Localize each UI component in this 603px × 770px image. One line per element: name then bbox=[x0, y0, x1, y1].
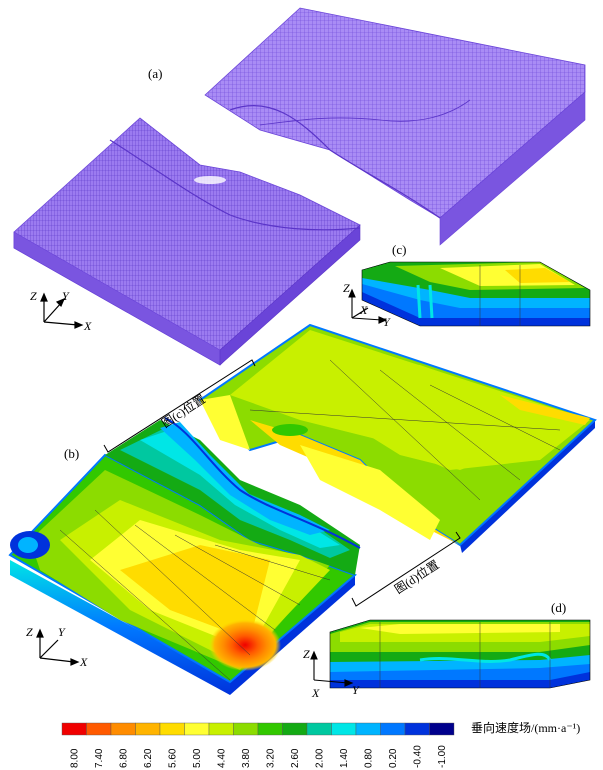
colorbar-tick-label: 0.80 bbox=[363, 748, 374, 768]
colorbar: 8.00 7.40 6.80 6.20 5.60 5.00 4.40 3.80 3.20 2.60… bbox=[61, 722, 455, 768]
colorbar-swatch bbox=[61, 722, 87, 736]
colorbar-swatch bbox=[306, 722, 332, 736]
colorbar-tick-label: 2.60 bbox=[290, 748, 301, 768]
panel-b-label: (b) bbox=[64, 446, 79, 461]
colorbar-tick-label: -1.00 bbox=[437, 745, 448, 768]
axis-b-y-label: Y bbox=[58, 625, 66, 639]
colorbar-swatch bbox=[184, 722, 210, 736]
colorbar-swatch bbox=[257, 722, 283, 736]
callout-d-location: 图(d)位置 bbox=[391, 557, 441, 597]
colorbar-tick-label: 1.40 bbox=[339, 748, 350, 768]
colorbar-swatch bbox=[331, 722, 357, 736]
colorbar-swatch bbox=[282, 722, 308, 736]
axis-b-x-label: X bbox=[79, 655, 88, 669]
callout-d-bracket bbox=[351, 531, 461, 607]
axis-d-z-label: Z bbox=[303, 647, 310, 661]
panel-d-label: (d) bbox=[551, 600, 566, 615]
panel-a-label: (a) bbox=[148, 66, 162, 81]
axis-c-y-label: Y bbox=[383, 315, 391, 329]
colorbar-title: 垂向速度场/(mm·a⁻¹) bbox=[471, 720, 580, 735]
colorbar-tick-label: -0.40 bbox=[412, 745, 423, 768]
colorbar-swatch bbox=[429, 722, 455, 736]
colorbar-swatch bbox=[159, 722, 185, 736]
colorbar-swatch bbox=[135, 722, 161, 736]
axis-c-x-label: X bbox=[359, 303, 368, 317]
colorbar-swatch bbox=[355, 722, 381, 736]
axis-triad-a bbox=[40, 292, 84, 329]
colorbar-tick-label: 6.20 bbox=[143, 748, 154, 768]
colorbar-tick-label: 5.00 bbox=[192, 748, 203, 768]
panel-d-section bbox=[329, 619, 591, 689]
colorbar-tick-label: 3.80 bbox=[241, 748, 252, 768]
axis-b-z-label: Z bbox=[26, 625, 33, 639]
colorbar-swatch bbox=[110, 722, 136, 736]
axis-a-y-label: Y bbox=[62, 289, 70, 303]
colorbar-swatch bbox=[208, 722, 234, 736]
axis-a-z-label: Z bbox=[30, 289, 37, 303]
colorbar-tick-label: 0.20 bbox=[388, 748, 399, 768]
colorbar-tick-label: 3.20 bbox=[265, 748, 276, 768]
axis-triad-d bbox=[310, 650, 354, 687]
axis-triad-c bbox=[348, 288, 388, 324]
colorbar-tick-label: 2.00 bbox=[314, 748, 325, 768]
colorbar-tick-label: 6.80 bbox=[118, 748, 129, 768]
colorbar-swatch bbox=[233, 722, 259, 736]
panel-c-section bbox=[361, 261, 591, 327]
axis-d-y-label: Y bbox=[352, 683, 360, 697]
axis-c-z-label: Z bbox=[343, 281, 350, 295]
colorbar-tick-label: 4.40 bbox=[216, 748, 227, 768]
panel-c-label: (c) bbox=[392, 242, 406, 257]
colorbar-tick-label: 8.00 bbox=[69, 748, 80, 768]
axis-d-x-label: X bbox=[311, 686, 320, 700]
colorbar-swatch bbox=[380, 722, 406, 736]
colorbar-swatch bbox=[404, 722, 430, 736]
callout-c-bracket bbox=[103, 359, 256, 453]
panel-a-mesh bbox=[13, 7, 586, 366]
colorbar-tick-label: 7.40 bbox=[94, 748, 105, 768]
colorbar-swatch bbox=[86, 722, 112, 736]
axis-triad-b bbox=[36, 628, 80, 666]
colorbar-tick-label: 5.60 bbox=[167, 748, 178, 768]
axis-a-x-label: X bbox=[83, 319, 92, 333]
callout-c-location: 图(c)位置 bbox=[158, 391, 208, 430]
panel-b-field bbox=[8, 323, 597, 695]
